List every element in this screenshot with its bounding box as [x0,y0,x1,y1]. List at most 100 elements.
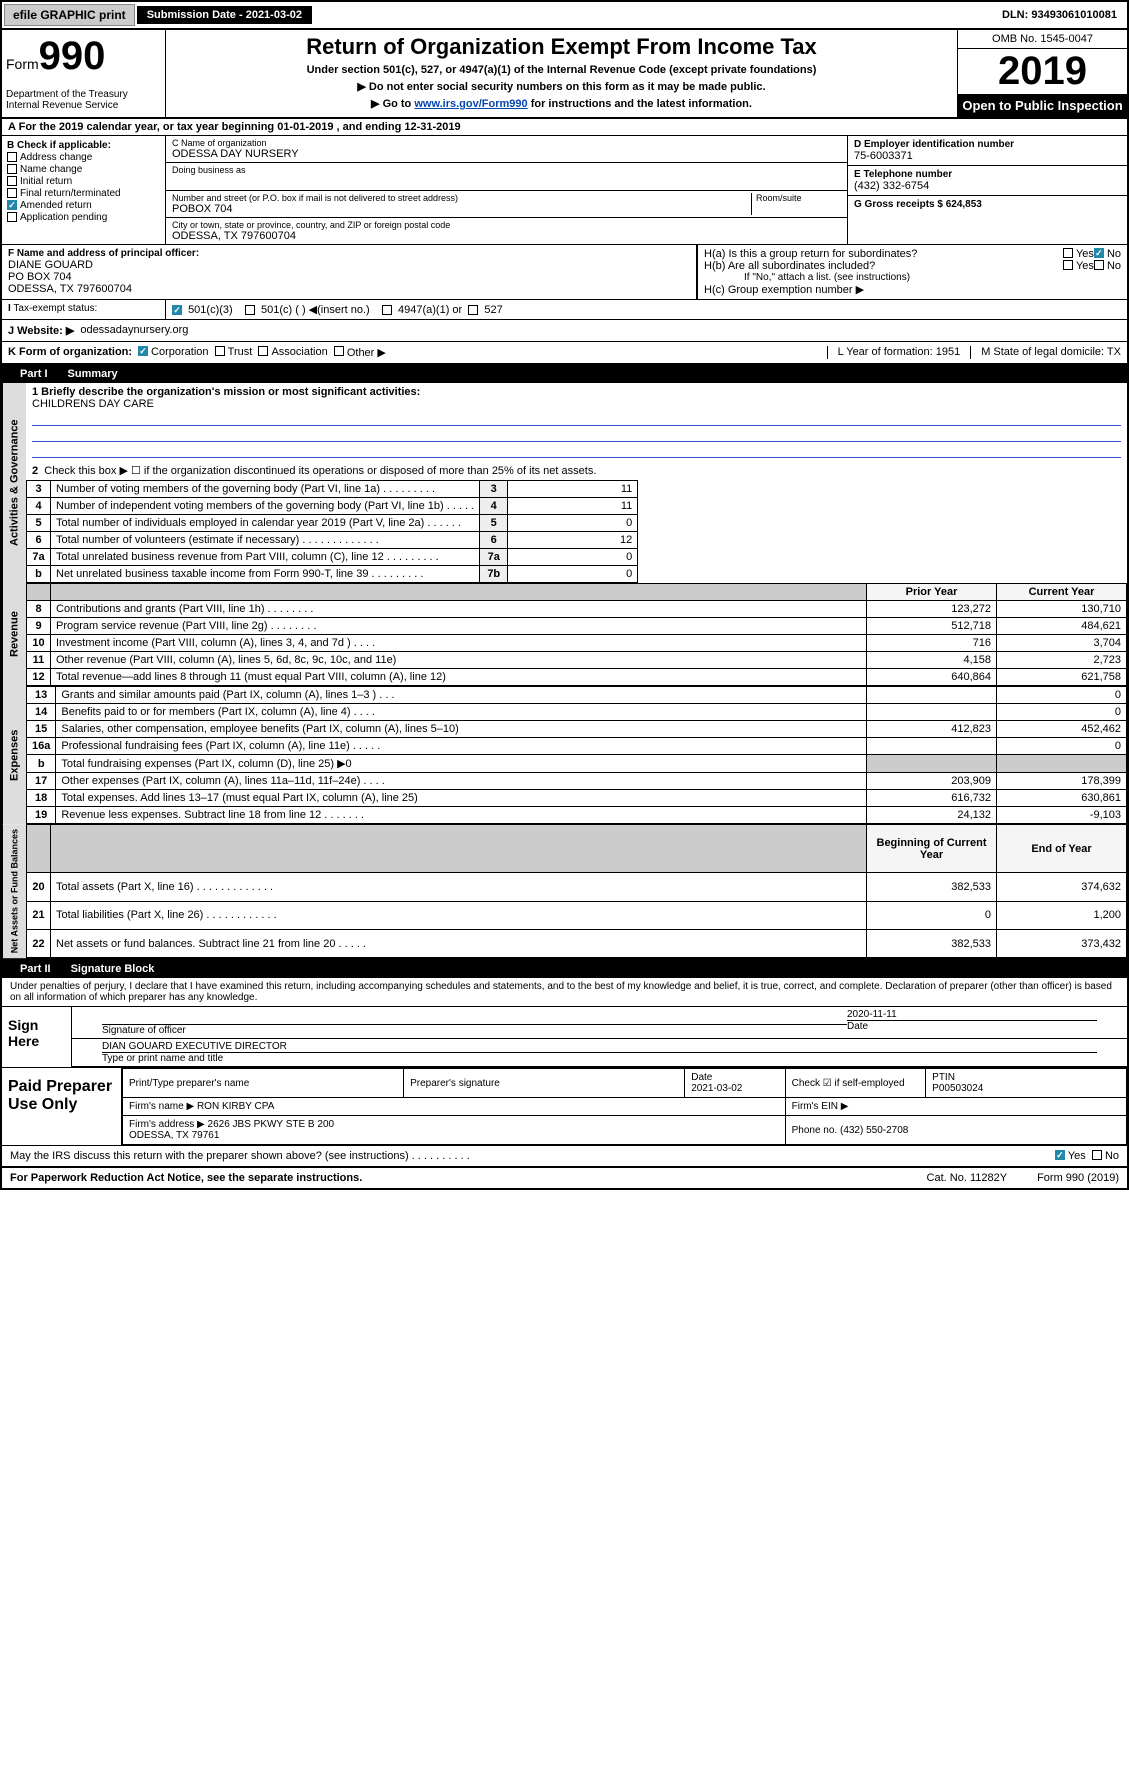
domicile: M State of legal domicile: TX [970,346,1121,359]
firm-phone: Phone no. (432) 550-2708 [785,1116,1126,1145]
phone-label: E Telephone number [854,169,1121,180]
footer: For Paperwork Reduction Act Notice, see … [0,1168,1129,1190]
hb-yes[interactable] [1063,260,1073,270]
part2-title: Signature Block [71,963,155,975]
year-formation: L Year of formation: 1951 [827,346,961,359]
officer-name: DIANE GOUARD [8,259,690,271]
part1-section: Part I Summary Activities & Governance 1… [0,365,1129,960]
501c3-checkbox[interactable]: ✓ [172,305,182,315]
part1-title: Summary [68,368,118,380]
table-row: bTotal fundraising expenses (Part IX, co… [27,755,1127,773]
discuss-yes[interactable]: ✓ [1055,1150,1065,1160]
table-row: 19Revenue less expenses. Subtract line 1… [27,807,1127,824]
dba-label: Doing business as [172,165,841,175]
form-subtitle: Under section 501(c), 527, or 4947(a)(1)… [176,64,947,76]
assoc-checkbox[interactable] [258,346,268,356]
table-row: 5Total number of individuals employed in… [27,515,638,532]
address-label: Number and street (or P.O. box if mail i… [172,193,751,203]
officer-label: F Name and address of principal officer: [8,248,690,259]
4947-checkbox[interactable] [382,305,392,315]
discuss-text: May the IRS discuss this return with the… [10,1150,1055,1162]
room-label: Room/suite [756,193,841,203]
hb-no[interactable] [1094,260,1104,270]
name-change-checkbox[interactable] [7,164,17,174]
topbar: efile GRAPHIC print Submission Date - 20… [0,0,1129,28]
other-checkbox[interactable] [334,346,344,356]
hc-label: H(c) Group exemption number ▶ [704,283,1121,296]
ein-label: D Employer identification number [854,139,1121,150]
phone: (432) 332-6754 [854,180,1121,192]
hb-label: H(b) Are all subordinates included? [704,260,1063,272]
part2-header: Part II [10,963,61,975]
tax-exempt-label: I Tax-exempt status: [2,300,166,319]
527-checkbox[interactable] [468,305,478,315]
address-change-checkbox[interactable] [7,152,17,162]
prep-date: 2021-03-02 [691,1083,742,1094]
trust-checkbox[interactable] [215,346,225,356]
tax-year-line: A For the 2019 calendar year, or tax yea… [2,119,1127,136]
amended-return-checkbox[interactable]: ✓ [7,200,17,210]
mission-block: 1 Briefly describe the organization's mi… [26,383,1127,461]
sig-officer-label: Signature of officer [102,1025,847,1036]
vert-revenue: Revenue [2,583,26,686]
discuss-no[interactable] [1092,1150,1102,1160]
b-check-applicable: B Check if applicable: Address change Na… [2,136,166,244]
table-row: 4Number of independent voting members of… [27,498,638,515]
officer-addr2: ODESSA, TX 797600704 [8,283,690,295]
vert-expenses: Expenses [2,686,26,824]
prep-name-cell: Print/Type preparer's name [123,1069,404,1098]
part1-header: Part I [10,368,58,380]
firm-ein-label: Firm's EIN ▶ [785,1098,1126,1116]
sig-date: 2020-11-11 [847,1009,1097,1021]
sig-date-label: Date [847,1021,1097,1032]
table-row: 8Contributions and grants (Part VIII, li… [27,601,1127,618]
dln: DLN: 93493061010081 [992,6,1127,24]
name-title-label: Type or print name and title [102,1053,1097,1064]
form-title: Return of Organization Exempt From Incom… [176,34,947,60]
final-return-checkbox[interactable] [7,188,17,198]
501c-checkbox[interactable] [245,305,255,315]
ha-yes[interactable] [1063,248,1073,258]
pra-notice: For Paperwork Reduction Act Notice, see … [10,1172,362,1184]
ptin: P00503024 [932,1083,983,1094]
ha-no[interactable]: ✓ [1094,248,1104,258]
table-row: 18Total expenses. Add lines 13–17 (must … [27,790,1127,807]
gross-receipts: G Gross receipts $ 624,853 [854,199,1121,210]
vert-governance: Activities & Governance [2,383,26,583]
city-label: City or town, state or province, country… [172,220,841,230]
table-row: 13Grants and similar amounts paid (Part … [27,687,1127,704]
prep-sig-cell: Preparer's signature [404,1069,685,1098]
initial-return-checkbox[interactable] [7,176,17,186]
ha-label: H(a) Is this a group return for subordin… [704,248,1063,260]
website-value: odessadaynursery.org [80,324,188,337]
tax-year: 2019 [958,49,1127,94]
firm-name: RON KIRBY CPA [197,1101,274,1112]
table-row: bNet unrelated business taxable income f… [27,566,638,583]
hb-note: If "No," attach a list. (see instruction… [704,272,1121,283]
paid-prep-label: Paid Preparer Use Only [2,1068,122,1145]
table-row: 11Other revenue (Part VIII, column (A), … [27,652,1127,669]
table-row: 6Total number of volunteers (estimate if… [27,532,638,549]
table-row: 21Total liabilities (Part X, line 26) . … [27,901,1127,929]
corp-checkbox[interactable]: ✓ [138,346,148,356]
open-public: Open to Public Inspection [958,94,1127,117]
app-pending-checkbox[interactable] [7,212,17,222]
table-row: 20Total assets (Part X, line 16) . . . .… [27,873,1127,901]
table-row: 3Number of voting members of the governi… [27,481,638,498]
officer-addr1: PO BOX 704 [8,271,690,283]
form-header: Form990 Department of the Treasury Inter… [0,28,1129,119]
table-row: 22Net assets or fund balances. Subtract … [27,929,1127,957]
form-footer: Form 990 (2019) [1037,1172,1119,1184]
omb-number: OMB No. 1545-0047 [958,30,1127,49]
sign-here-label: Sign Here [2,1007,72,1067]
table-row: 17Other expenses (Part IX, column (A), l… [27,773,1127,790]
irs-link[interactable]: www.irs.gov/Form990 [414,98,527,110]
form-org-label: K Form of organization: [8,346,132,359]
officer-name-title: DIAN GOUARD EXECUTIVE DIRECTOR [102,1041,1097,1053]
submission-date: Submission Date - 2021-03-02 [137,6,312,24]
address: POBOX 704 [172,203,751,215]
efile-button[interactable]: efile GRAPHIC print [4,4,135,26]
website-label: J Website: ▶ [8,324,74,337]
table-row: 12Total revenue—add lines 8 through 11 (… [27,669,1127,686]
city: ODESSA, TX 797600704 [172,230,841,242]
